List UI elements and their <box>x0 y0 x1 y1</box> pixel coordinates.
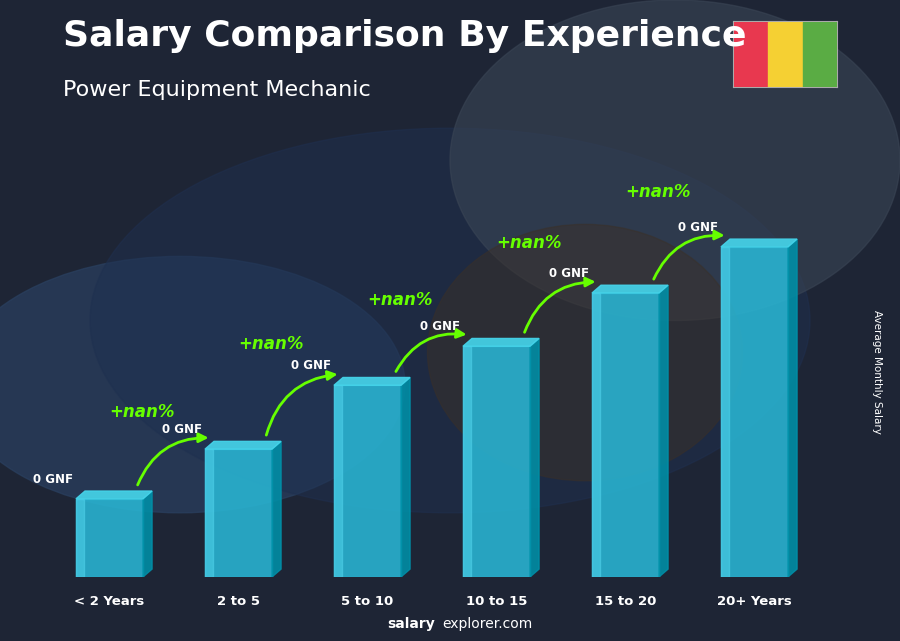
Polygon shape <box>334 378 410 385</box>
Ellipse shape <box>428 224 742 481</box>
Text: Average Monthly Salary: Average Monthly Salary <box>872 310 883 434</box>
Polygon shape <box>788 239 797 577</box>
Polygon shape <box>659 285 668 577</box>
Text: +nan%: +nan% <box>238 335 303 353</box>
Text: salary: salary <box>387 617 435 631</box>
Bar <box>76 499 143 577</box>
Bar <box>205 449 213 577</box>
Polygon shape <box>592 285 668 293</box>
Text: 0 GNF: 0 GNF <box>420 320 461 333</box>
Bar <box>334 385 401 577</box>
Bar <box>734 22 768 87</box>
Bar <box>592 293 659 577</box>
Polygon shape <box>530 338 539 577</box>
Bar <box>768 22 803 87</box>
Text: +nan%: +nan% <box>496 234 562 252</box>
Ellipse shape <box>0 256 405 513</box>
Polygon shape <box>143 491 152 577</box>
Polygon shape <box>721 239 797 247</box>
Polygon shape <box>463 338 539 346</box>
Bar <box>721 247 729 577</box>
Text: 5 to 10: 5 to 10 <box>341 595 393 608</box>
Text: +nan%: +nan% <box>109 403 175 420</box>
Text: 0 GNF: 0 GNF <box>292 359 331 372</box>
Polygon shape <box>401 378 410 577</box>
Bar <box>463 346 471 577</box>
Text: +nan%: +nan% <box>625 183 690 201</box>
Text: 0 GNF: 0 GNF <box>33 472 74 486</box>
Polygon shape <box>205 442 281 449</box>
Polygon shape <box>272 442 281 577</box>
Text: < 2 Years: < 2 Years <box>75 595 145 608</box>
Text: 2 to 5: 2 to 5 <box>217 595 260 608</box>
Bar <box>721 247 788 577</box>
Bar <box>803 22 837 87</box>
Ellipse shape <box>450 0 900 320</box>
Ellipse shape <box>90 128 810 513</box>
Text: 0 GNF: 0 GNF <box>162 423 202 436</box>
Text: 10 to 15: 10 to 15 <box>466 595 527 608</box>
Bar <box>592 293 600 577</box>
Bar <box>205 449 272 577</box>
Bar <box>76 499 84 577</box>
Text: Power Equipment Mechanic: Power Equipment Mechanic <box>63 80 371 100</box>
Text: +nan%: +nan% <box>367 292 433 310</box>
Text: 0 GNF: 0 GNF <box>679 221 718 234</box>
Text: Salary Comparison By Experience: Salary Comparison By Experience <box>63 19 746 53</box>
Text: 20+ Years: 20+ Years <box>717 595 792 608</box>
Text: 15 to 20: 15 to 20 <box>595 595 656 608</box>
Polygon shape <box>76 491 152 499</box>
Bar <box>463 346 530 577</box>
Bar <box>334 385 342 577</box>
Text: 0 GNF: 0 GNF <box>549 267 590 280</box>
Text: explorer.com: explorer.com <box>442 617 532 631</box>
